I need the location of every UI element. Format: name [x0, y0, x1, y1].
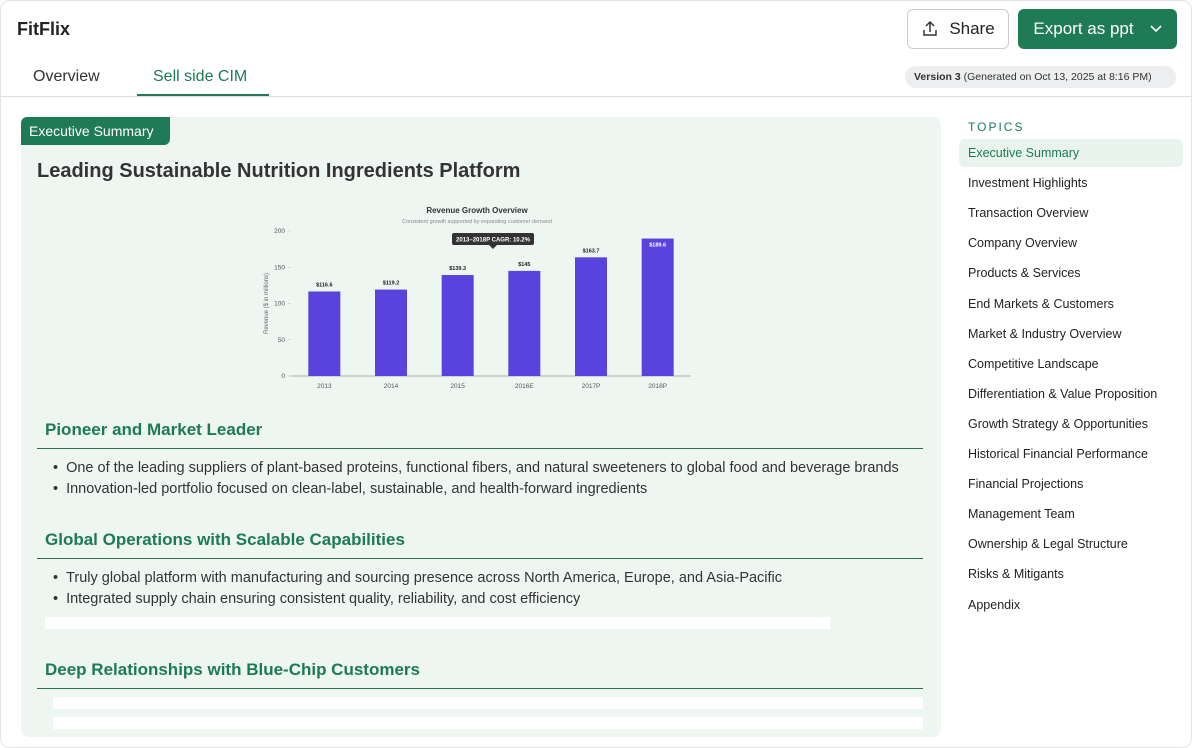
annotation: 2013–2018P CAGR: 10.2%	[456, 238, 531, 244]
bar	[375, 289, 407, 376]
section-heading: Pioneer and Market Leader	[45, 420, 263, 439]
skeleton	[53, 697, 923, 709]
annotation-pointer	[489, 245, 497, 249]
rule	[37, 558, 923, 559]
export-label: Export as ppt	[1033, 19, 1134, 38]
bar	[575, 257, 607, 376]
divider	[1, 96, 1191, 97]
topic-item[interactable]: Growth Strategy & Opportunities	[968, 416, 1148, 431]
section-heading: Global Operations with Scalable Capabili…	[45, 530, 405, 549]
topic-item[interactable]: Market & Industry Overview	[968, 326, 1122, 341]
y-tick-label: 100	[274, 301, 285, 308]
y-tick-label: 0	[281, 373, 285, 380]
version-pill[interactable]: Version 3 (Generated on Oct 13, 2025 at …	[905, 66, 1176, 88]
value-label: $189.6	[649, 243, 666, 249]
chart-subtitle: Consistent growth supported by expanding…	[402, 219, 552, 225]
value-label: $116.6	[316, 282, 333, 288]
tab-indicator	[137, 94, 269, 97]
bar	[441, 275, 474, 376]
topic-item[interactable]: Executive Summary	[959, 139, 1183, 167]
bullet: Truly global platform with manufacturing…	[53, 570, 782, 586]
brand: FitFlix	[17, 19, 70, 39]
value-label: $119.2	[383, 281, 400, 287]
topic-item[interactable]: Differentiation & Value Proposition	[968, 386, 1158, 401]
page-title: Leading Sustainable Nutrition Ingredient…	[37, 160, 521, 182]
skeleton	[45, 617, 830, 629]
topic-item[interactable]: Company Overview	[968, 236, 1078, 251]
y-tick-label: 50	[278, 337, 286, 344]
topic-item[interactable]: Management Team	[968, 507, 1075, 522]
topic-item[interactable]: Transaction Overview	[968, 206, 1089, 221]
topic-item[interactable]: Ownership & Legal Structure	[968, 537, 1128, 552]
tab[interactable]: Overview	[33, 68, 100, 85]
y-tick-label: 200	[274, 228, 285, 235]
bullet: Integrated supply chain ensuring consist…	[53, 591, 580, 607]
bullet: One of the leading suppliers of plant-ba…	[53, 460, 899, 476]
bar	[508, 270, 541, 376]
section-heading: Deep Relationships with Blue-Chip Custom…	[45, 660, 420, 679]
share-button[interactable]: Share	[907, 9, 1009, 49]
y-axis-label: Revenue ($ in millions)	[264, 273, 270, 334]
topic-item[interactable]: Products & Services	[968, 266, 1081, 281]
bar	[308, 291, 341, 376]
value-label: $145	[518, 262, 530, 268]
skeleton	[53, 717, 923, 729]
rule	[37, 448, 923, 449]
content-panel	[21, 117, 941, 737]
topic-item[interactable]: Financial Projections	[968, 477, 1084, 492]
x-tick-label: 2015	[450, 383, 465, 390]
chart-title: Revenue Growth Overview	[426, 206, 528, 215]
topic-item[interactable]: Appendix	[968, 597, 1021, 612]
x-tick-label: 2017P	[582, 383, 601, 390]
y-tick-label: 150	[274, 264, 285, 271]
rule	[37, 688, 923, 689]
topic-item[interactable]: Investment Highlights	[968, 176, 1088, 191]
x-tick-label: 2014	[384, 383, 399, 390]
export-button[interactable]: Export as ppt	[1018, 9, 1177, 49]
chevron	[1150, 25, 1162, 33]
topics-title: TOPICS	[968, 120, 1025, 134]
x-tick-label: 2016E	[515, 383, 534, 390]
x-tick-label: 2013	[317, 383, 332, 390]
x-tick-label: 2018P	[648, 383, 667, 390]
version-generated: (Generated on Oct 13, 2025 at 8:16 PM)	[963, 71, 1152, 83]
bullet: Innovation-led portfolio focused on clea…	[53, 481, 647, 497]
value-label: $139.3	[449, 266, 466, 272]
topic-item[interactable]: Competitive Landscape	[968, 356, 1099, 371]
topic-item[interactable]: Historical Financial Performance	[968, 447, 1148, 461]
share-label: Share	[949, 19, 995, 38]
share-icon	[923, 20, 938, 36]
value-label: $163.7	[583, 248, 600, 254]
chart: Revenue Growth Overview Consistent growth…	[264, 206, 691, 390]
annotation-box	[452, 233, 534, 245]
bar	[641, 238, 674, 376]
tab-active[interactable]: Sell side CIM	[153, 68, 248, 85]
topic-item[interactable]: Risks & Mitigants	[968, 567, 1064, 582]
version-label: Version 3	[914, 71, 961, 83]
topic-item[interactable]: End Markets & Customers	[968, 296, 1114, 311]
section-tag: Executive Summary	[21, 117, 170, 145]
